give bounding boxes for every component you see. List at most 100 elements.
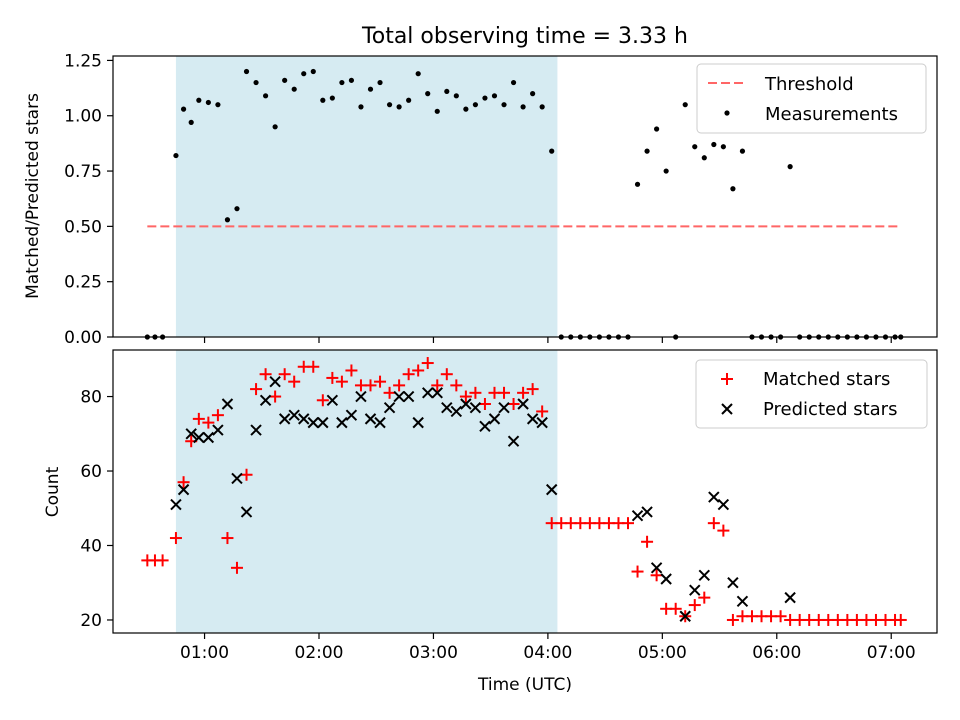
matched-star-point	[169, 532, 182, 545]
matched-star-point	[393, 379, 406, 392]
measurement-point	[253, 79, 259, 86]
measurement-point	[415, 71, 421, 77]
measurement-point	[272, 124, 278, 130]
matched-star-point	[240, 468, 253, 481]
predicted-star-point	[212, 424, 224, 436]
measurement-point	[787, 164, 793, 170]
bottom-points-matched	[141, 357, 907, 626]
matched-star-point	[469, 386, 482, 399]
matched-star-point	[641, 535, 654, 548]
y-tick-label: 0.50	[64, 217, 102, 237]
matched-star-point	[192, 412, 205, 425]
matched-star-point	[894, 613, 907, 626]
predicted-star-point	[231, 472, 243, 485]
measurement-point	[348, 77, 355, 83]
measurement-point	[692, 144, 698, 150]
measurement-point	[291, 86, 297, 92]
y-tick-label: 0.00	[64, 328, 102, 348]
predicted-star-point	[641, 506, 653, 518]
y-tick-label: 20	[80, 611, 102, 631]
predicted-star-point	[469, 402, 482, 414]
matched-star-point	[345, 364, 358, 377]
measurement-point	[234, 206, 240, 212]
measurement-point	[510, 79, 517, 86]
predicted-star-point	[402, 390, 415, 403]
measurement-point	[491, 93, 498, 99]
x-axis-label: Time (UTC)	[477, 675, 572, 695]
top-plot-frame	[112, 55, 938, 338]
predicted-star-point	[250, 424, 262, 436]
top-y-ticks: 0.00 0.25 0.50 0.75 1.00 1.25	[64, 51, 113, 348]
predicted-star-point	[479, 420, 491, 433]
matched-star-point	[688, 599, 701, 612]
x-tick-label: 04:00	[523, 643, 572, 663]
predicted-star-point	[185, 428, 197, 440]
matched-star-point	[421, 357, 434, 370]
predicted-star-point	[545, 483, 558, 496]
predicted-star-point	[412, 416, 424, 429]
measurement-point	[682, 102, 688, 108]
measurement-point	[320, 97, 326, 103]
matched-star-point	[156, 554, 169, 567]
bottom-legend-box	[695, 359, 928, 429]
measurement-point	[530, 91, 536, 97]
legend-matched-label: Matched stars	[763, 369, 890, 390]
legend-matched-swatch	[721, 373, 733, 385]
matched-star-point	[517, 386, 530, 399]
measurement-point	[196, 97, 202, 103]
bottom-points-predicted	[170, 375, 796, 622]
x-tick-label: 02:00	[295, 643, 344, 663]
predicted-star-point	[355, 390, 367, 403]
top-x-ticks	[203, 337, 892, 343]
matched-star-point	[177, 476, 190, 489]
bottom-y-ticks: 20 40 60 80	[80, 388, 113, 631]
measurement-point	[520, 104, 526, 110]
legend-predicted-label: Predicted stars	[763, 399, 897, 420]
predicted-star-point	[259, 394, 272, 406]
matched-star-point	[717, 524, 730, 537]
measurement-point	[482, 95, 488, 101]
predicted-star-point	[278, 413, 291, 425]
measurement-point	[406, 97, 412, 103]
matched-star-point	[536, 405, 549, 418]
y-tick-label: 60	[80, 462, 102, 482]
matched-star-point	[650, 569, 663, 582]
predicted-star-point	[221, 398, 234, 410]
matched-star-point	[431, 379, 444, 392]
predicted-star-point	[345, 409, 358, 421]
matched-star-point	[383, 386, 396, 399]
predicted-star-point	[374, 416, 386, 429]
matched-star-point	[498, 386, 511, 399]
legend-predicted-swatch	[721, 403, 733, 415]
measurement-point	[180, 106, 187, 112]
legend-measurements-label: Measurements	[765, 104, 898, 125]
top-legend: Threshold Measurements	[696, 63, 927, 134]
predicted-star-point	[717, 498, 730, 511]
matched-star-point	[478, 397, 491, 410]
predicted-star-point	[269, 375, 281, 388]
matched-star-point	[622, 517, 634, 530]
measurement-point	[463, 106, 469, 112]
predicted-star-point	[177, 483, 190, 496]
legend-threshold-label: Threshold	[764, 74, 854, 95]
predicted-star-point	[326, 394, 339, 406]
x-tick-label: 01:00	[180, 643, 229, 663]
predicted-star-point	[526, 413, 539, 425]
matched-star-point	[269, 390, 282, 403]
predicted-star-point	[736, 595, 749, 608]
matched-star-point	[631, 565, 644, 578]
predicted-star-point	[689, 584, 701, 596]
matched-star-point	[698, 591, 711, 604]
measurement-point	[425, 91, 431, 97]
bottom-panel: 01:00 02:00 03:00 04:00 05:00 06:00 07:00 20 40…	[43, 349, 938, 695]
predicted-star-point	[441, 402, 453, 414]
matched-star-point	[326, 371, 339, 384]
top-y-axis-label: Matched/Predicted stars	[23, 93, 43, 299]
measurement-point	[282, 77, 288, 83]
measurement-point	[472, 102, 479, 108]
measurement-point	[444, 88, 450, 95]
predicted-star-point	[193, 431, 205, 444]
predicted-star-point	[383, 402, 396, 414]
matched-star-point	[316, 394, 329, 407]
